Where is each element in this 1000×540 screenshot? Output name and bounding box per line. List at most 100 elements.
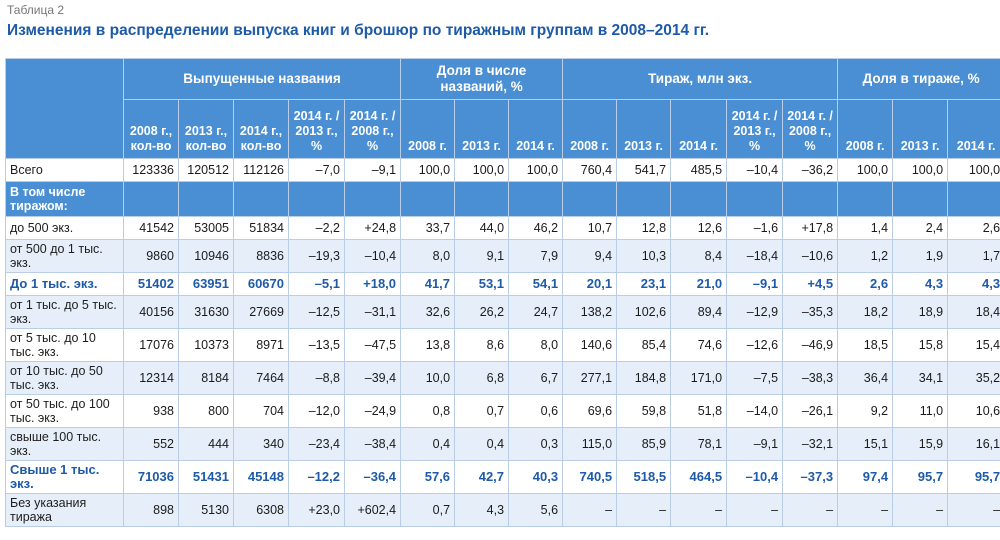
table-cell: 0,4 xyxy=(400,427,456,461)
table-cell: 34,1 xyxy=(892,361,949,395)
table-cell: –12,9 xyxy=(726,295,784,329)
table-cell: 13,8 xyxy=(400,328,456,362)
row-label: До 1 тыс. экз. xyxy=(5,272,124,296)
table-cell: 32,6 xyxy=(400,295,456,329)
table-cell: –24,9 xyxy=(343,394,402,428)
column-header: 2013 г. xyxy=(454,99,510,159)
table-cell: 63951 xyxy=(178,272,234,296)
table-row: свыше 100 тыс. экз. 552 444 340 –23,4 –38,4 0,… xyxy=(5,427,1000,461)
table-cell: 898 xyxy=(123,493,179,527)
table-cell: 42,7 xyxy=(454,460,510,494)
table-cell: –10,4 xyxy=(726,460,784,494)
section-cell xyxy=(508,181,564,217)
table-cell: 78,1 xyxy=(670,427,728,461)
table-cell: 57,6 xyxy=(400,460,456,494)
table-cell: 6,8 xyxy=(454,361,510,395)
section-cell xyxy=(892,181,949,217)
row-label: от 10 тыс. до 50 тыс. экз. xyxy=(5,361,124,395)
column-header: 2008 г., кол-во xyxy=(123,99,179,159)
table-cell: 9,1 xyxy=(454,239,510,273)
table-cell: 2,6 xyxy=(947,216,1000,240)
table-cell: 18,5 xyxy=(837,328,894,362)
table-cell: 2,4 xyxy=(892,216,949,240)
table-cell: 69,6 xyxy=(562,394,618,428)
column-header: 2014 г. xyxy=(670,99,728,159)
table-cell: 444 xyxy=(178,427,234,461)
table-cell: 8,0 xyxy=(508,328,564,362)
table-cell: 541,7 xyxy=(616,158,672,182)
table-cell: – xyxy=(892,493,949,527)
table-cell: –47,5 xyxy=(343,328,402,362)
section-cell xyxy=(726,181,784,217)
table-cell: –7,0 xyxy=(288,158,345,182)
table-cell: –19,3 xyxy=(288,239,345,273)
table-cell: 1,2 xyxy=(837,239,894,273)
table-cell: 1,4 xyxy=(837,216,894,240)
table-cell: –9,1 xyxy=(726,427,784,461)
table-cell: 552 xyxy=(123,427,179,461)
table-row: Свыше 1 тыс. экз. 71036 51431 45148 –12,2 –36… xyxy=(5,460,1000,494)
table-cell: 8836 xyxy=(233,239,289,273)
table-title: Изменения в распределении выпуска книг и… xyxy=(7,22,710,39)
table-cell: 938 xyxy=(123,394,179,428)
table-cell: 46,2 xyxy=(508,216,564,240)
table-cell: –9,1 xyxy=(726,272,784,296)
table-cell: 15,1 xyxy=(837,427,894,461)
section-cell xyxy=(562,181,618,217)
table-cell: – xyxy=(782,493,839,527)
table-cell: 704 xyxy=(233,394,289,428)
table-cell: 40156 xyxy=(123,295,179,329)
table-cell: 4,3 xyxy=(947,272,1000,296)
column-header: 2013 г., кол-во xyxy=(178,99,234,159)
table-cell: 184,8 xyxy=(616,361,672,395)
table-cell: 18,2 xyxy=(837,295,894,329)
table-cell: 0,6 xyxy=(508,394,564,428)
table-caption: Таблица 2 xyxy=(7,3,65,17)
table-cell: – xyxy=(837,493,894,527)
group-header-circulation-share: Доля в тираже, % xyxy=(837,58,1000,100)
table-cell: 60670 xyxy=(233,272,289,296)
row-label: от 5 тыс. до 10 тыс. экз. xyxy=(5,328,124,362)
table-row: до 500 экз. 41542 53005 51834 –2,2 +24,8 33,7 4… xyxy=(5,216,1000,240)
table-cell: 89,4 xyxy=(670,295,728,329)
table-cell: 15,8 xyxy=(892,328,949,362)
table-cell: 97,4 xyxy=(837,460,894,494)
table-cell: –8,8 xyxy=(288,361,345,395)
table-cell: 44,0 xyxy=(454,216,510,240)
table-cell: –10,4 xyxy=(343,239,402,273)
section-cell xyxy=(670,181,728,217)
table-cell: 340 xyxy=(233,427,289,461)
table-cell: 10,0 xyxy=(400,361,456,395)
table-row: от 5 тыс. до 10 тыс. экз. 17076 10373 8971–… xyxy=(5,328,1000,362)
table-cell: 11,0 xyxy=(892,394,949,428)
table-cell: –12,2 xyxy=(288,460,345,494)
table-cell: 36,4 xyxy=(837,361,894,395)
table-cell: 15,4 xyxy=(947,328,1000,362)
table-cell: –46,9 xyxy=(782,328,839,362)
table-cell: 10,3 xyxy=(616,239,672,273)
column-header: 2008 г. xyxy=(400,99,456,159)
table-row: от 50 тыс. до 100 тыс. экз. 938 800 704 –12,… xyxy=(5,394,1000,428)
table-cell: 485,5 xyxy=(670,158,728,182)
column-header: 2014 г. xyxy=(508,99,564,159)
column-header: 2014 г., кол-во xyxy=(233,99,289,159)
section-label: В том числе тиражом: xyxy=(5,181,124,217)
table-row: До 1 тыс. экз. 51402 63951 60670 –5,1 +18,0 41… xyxy=(5,272,1000,296)
table-cell: 10373 xyxy=(178,328,234,362)
table-cell: 35,2 xyxy=(947,361,1000,395)
group-header-titles: Выпущенные названия xyxy=(122,58,402,100)
table-cell: 18,4 xyxy=(947,295,1000,329)
table-cell: –10,4 xyxy=(726,158,784,182)
row-label: от 500 до 1 тыс. экз. xyxy=(5,239,124,273)
column-header: 2014 г. / 2008 г., % xyxy=(343,99,402,159)
table-cell: 9,4 xyxy=(562,239,618,273)
table-cell: 140,6 xyxy=(562,328,618,362)
table-cell: –5,1 xyxy=(288,272,345,296)
group-header-circulation: Тираж, млн экз. xyxy=(562,58,839,100)
table-cell: –12,5 xyxy=(288,295,345,329)
section-cell xyxy=(233,181,289,217)
table-cell: 53005 xyxy=(178,216,234,240)
table-cell: 23,1 xyxy=(616,272,672,296)
table-cell: 0,7 xyxy=(454,394,510,428)
column-header: 2008 г. xyxy=(562,99,618,159)
